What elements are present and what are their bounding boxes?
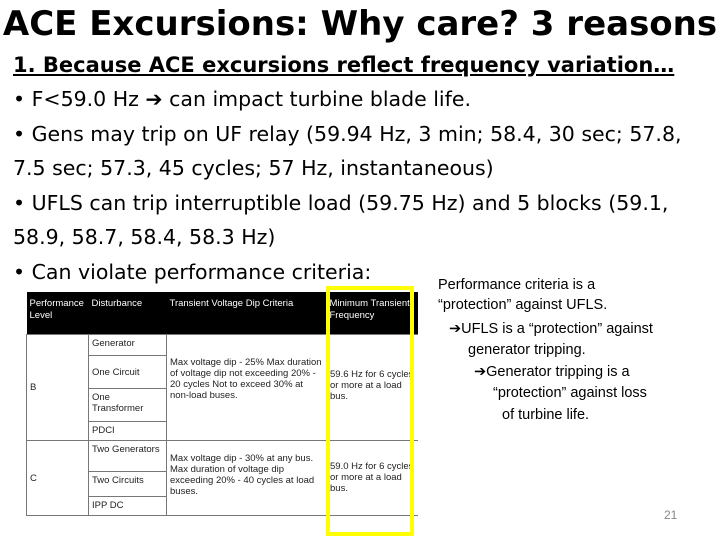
disturbance-cell: One Circuit — [88, 355, 167, 389]
callout-line: ➔Generator tripping is a — [474, 364, 630, 380]
callout-line: of turbine life. — [502, 407, 590, 423]
disturbance-cell: Two Generators — [88, 440, 167, 472]
bullet-list: • F<59.0 Hz ➔ can impact turbine blade l… — [13, 82, 713, 289]
disturbance-cell: One Transformer — [88, 388, 167, 422]
slide-title: ACE Excursions: Why care? 3 reasons — [2, 4, 718, 44]
frequency-column-highlight — [326, 286, 414, 536]
table-row: IPP DC — [27, 496, 419, 516]
column-header: Disturbance — [88, 292, 167, 335]
table-header-row: Performance Level Disturbance Transient … — [26, 292, 418, 335]
callout-line: Performance criteria is a — [438, 277, 596, 293]
column-header: Performance Level — [26, 292, 89, 335]
callout-line: “protection” against UFLS. — [438, 297, 608, 313]
bullet-item: • UFLS can trip interruptible load (59.7… — [13, 190, 669, 250]
disturbance-cell: PDCI — [88, 421, 167, 441]
column-header: Transient Voltage Dip Criteria — [166, 292, 327, 335]
table-row: One Transformer — [27, 388, 419, 422]
column-header: Minimum Transient Frequency — [326, 292, 418, 335]
disturbance-cell: IPP DC — [88, 496, 167, 516]
bullet-item: • Can violate performance criteria: — [13, 259, 372, 284]
voltage-dip-cell: Max voltage dip - 25% Max duration of vo… — [166, 334, 327, 441]
performance-table: Performance Level Disturbance Transient … — [26, 292, 418, 516]
frequency-cell: 59.0 Hz for 6 cycles or more at a load b… — [326, 440, 418, 516]
callout-line: generator tripping. — [468, 342, 586, 358]
slide-number: 21 — [664, 508, 678, 522]
table-row: One Circuit — [27, 355, 419, 389]
disturbance-cell: Generator — [88, 334, 167, 356]
table-row: Two Circuits — [27, 471, 419, 497]
level-cell: C — [26, 440, 89, 516]
callout-line: “protection” against loss — [493, 385, 647, 401]
bullet-item: • F<59.0 Hz ➔ can impact turbine blade l… — [13, 87, 471, 111]
level-cell: B — [26, 334, 89, 441]
table-row: C Two Generators Max voltage dip - 30% a… — [26, 440, 418, 516]
disturbance-cell: Two Circuits — [88, 471, 167, 497]
callout-line: ➔UFLS is a “protection” against — [449, 321, 653, 337]
bullet-item: • Gens may trip on UF relay (59.94 Hz, 3… — [13, 121, 682, 181]
performance-table-image: Performance Level Disturbance Transient … — [26, 292, 418, 536]
voltage-dip-cell: Max voltage dip - 30% at any bus. Max du… — [166, 440, 327, 516]
slide-subtitle: 1. Because ACE excursions reflect freque… — [13, 53, 675, 77]
